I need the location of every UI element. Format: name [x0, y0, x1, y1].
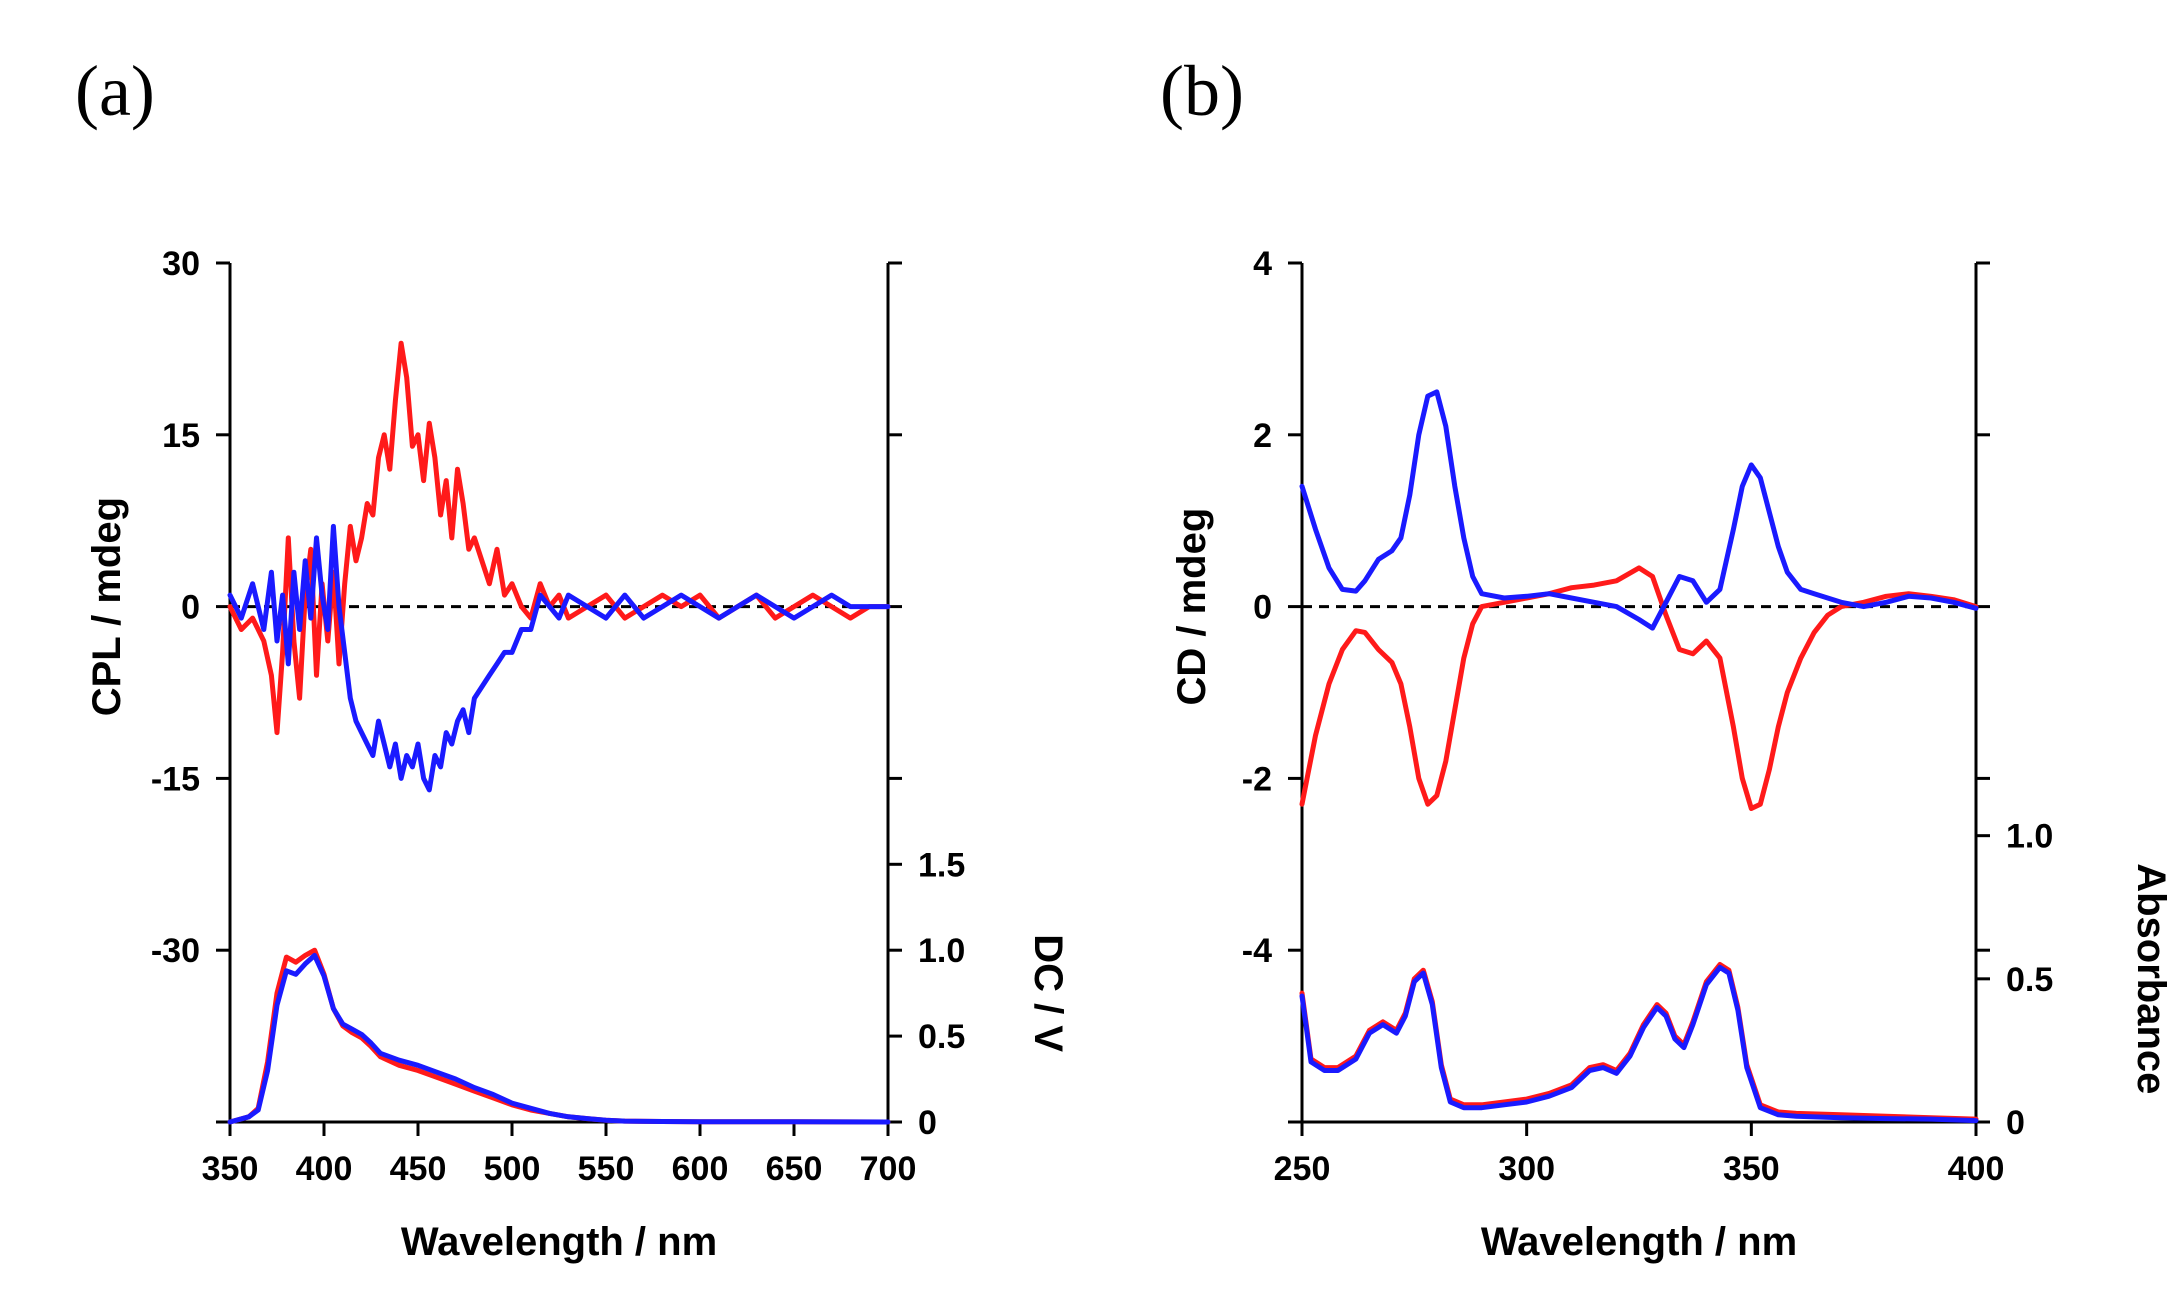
- x-tick-label: 500: [484, 1150, 541, 1188]
- absorbance-blue-line: [1299, 964, 1979, 1124]
- dc-red-line: [227, 947, 891, 1125]
- cpl-blue-line: [227, 523, 891, 793]
- left-tick-label: -2: [1242, 760, 1272, 798]
- right-tick-label: 1.5: [918, 846, 965, 884]
- cd-red-line: [1299, 565, 1979, 811]
- right-tick-label: 1.0: [2006, 818, 2053, 856]
- right-axis-title: DC / V: [1026, 934, 1070, 1052]
- x-axis-title: Wavelength / nm: [1481, 1220, 1797, 1264]
- x-tick-label: 400: [296, 1150, 353, 1188]
- left-tick-label: -30: [151, 932, 200, 970]
- left-tick-label: 15: [162, 417, 200, 455]
- x-tick-label: 350: [202, 1150, 259, 1188]
- x-tick-label: 650: [766, 1150, 823, 1188]
- right-axis-title: Absorbance: [2129, 863, 2173, 1094]
- dc-blue-line: [227, 952, 891, 1125]
- x-tick-label: 700: [860, 1150, 917, 1188]
- right-tick-label: 0: [918, 1104, 937, 1142]
- left-axis-title: CD / mdeg: [1170, 508, 1214, 706]
- panel-b: (b) 4 2 0 -2 -4 1.0 0.5 0 250 300 350 400 Wavelength …: [1160, 51, 2173, 1264]
- right-tick-label: 0: [2006, 1104, 2025, 1142]
- panel-a: (a) 30 15 0 -15 -30 1.5 1.0 0.5 0 350 400 450 500 550 6…: [75, 51, 1070, 1264]
- x-tick-label: 250: [1274, 1150, 1331, 1188]
- cpl-red-line: [227, 340, 891, 736]
- left-tick-label: 0: [1253, 589, 1272, 627]
- x-tick-label: 400: [1948, 1150, 2005, 1188]
- x-tick-label: 350: [1723, 1150, 1780, 1188]
- left-tick-label: 4: [1253, 245, 1272, 283]
- left-tick-label: -4: [1242, 932, 1272, 970]
- right-tick-label: 0.5: [2006, 961, 2053, 999]
- x-tick-label: 600: [672, 1150, 729, 1188]
- x-axis-title: Wavelength / nm: [401, 1220, 717, 1264]
- x-tick-label: 300: [1498, 1150, 1555, 1188]
- left-tick-label: -15: [151, 760, 200, 798]
- panel-label: (a): [75, 51, 155, 131]
- left-tick-label: 2: [1253, 417, 1272, 455]
- right-tick-label: 0.5: [918, 1018, 965, 1056]
- left-tick-label: 0: [181, 589, 200, 627]
- cd-blue-line: [1299, 389, 1979, 631]
- left-tick-label: 30: [162, 245, 200, 283]
- panel-label: (b): [1160, 51, 1244, 131]
- left-axis-title: CPL / mdeg: [85, 497, 129, 716]
- right-tick-label: 1.0: [918, 932, 965, 970]
- x-tick-label: 550: [578, 1150, 635, 1188]
- x-tick-label: 450: [390, 1150, 447, 1188]
